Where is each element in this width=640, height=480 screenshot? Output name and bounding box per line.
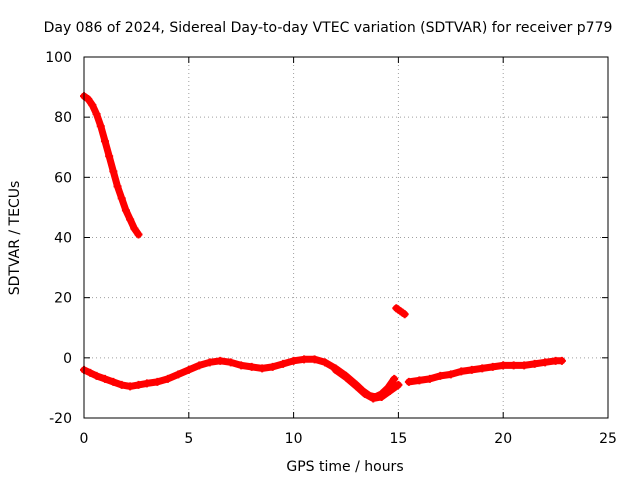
data-point	[390, 374, 399, 383]
y-tick-label: -20	[49, 411, 72, 427]
data-series	[80, 92, 566, 403]
y-tick-labels: -20 0 20 40 60 80 100	[45, 50, 72, 427]
data-point	[205, 358, 214, 367]
data-point	[509, 361, 518, 370]
grid-lines	[84, 57, 608, 418]
data-point	[113, 182, 122, 191]
x-tick-label: 15	[389, 431, 407, 447]
sdtvar-high-segment	[80, 92, 143, 239]
data-point	[92, 110, 101, 119]
x-tick-label: 5	[184, 431, 193, 447]
data-point	[216, 356, 225, 365]
y-tick-label: 20	[54, 291, 72, 307]
data-point	[134, 380, 143, 389]
data-point	[520, 361, 529, 370]
data-point	[247, 362, 256, 371]
data-point	[174, 370, 183, 379]
x-tick-label: 10	[285, 431, 303, 447]
data-point	[126, 215, 135, 224]
data-point	[404, 377, 413, 386]
data-point	[237, 361, 246, 370]
data-point	[331, 365, 340, 374]
plot-frame	[83, 56, 609, 419]
x-tick-labels: 0 5 10 15 20 25	[80, 431, 617, 447]
data-point	[400, 310, 409, 319]
sdtvar-late-trace-band	[405, 357, 566, 386]
data-point	[310, 355, 319, 364]
data-point	[369, 394, 378, 403]
data-point	[117, 380, 126, 389]
x-tick-label: 0	[80, 431, 89, 447]
data-point	[184, 365, 193, 374]
data-point	[258, 364, 267, 373]
y-tick-label: 40	[54, 231, 72, 247]
data-point	[446, 370, 455, 379]
data-point	[342, 373, 350, 382]
data-point	[109, 167, 118, 176]
data-point	[457, 367, 466, 376]
data-point	[153, 377, 162, 386]
x-tick-label: 25	[599, 431, 617, 447]
data-point	[126, 382, 135, 391]
data-point	[530, 359, 539, 368]
y-tick-label: 100	[45, 50, 72, 66]
data-point	[109, 377, 118, 386]
y-tick-label: 60	[54, 170, 72, 186]
y-tick-label: 0	[63, 351, 72, 367]
data-point	[163, 374, 172, 383]
data-point	[96, 122, 105, 131]
data-point	[394, 380, 403, 389]
data-point	[541, 358, 550, 367]
data-point	[142, 379, 151, 388]
x-axis-title: GPS time / hours	[286, 459, 403, 475]
data-point	[86, 368, 95, 377]
data-point	[195, 361, 204, 370]
data-point	[268, 362, 277, 371]
x-tick-label: 20	[494, 431, 512, 447]
data-point	[415, 376, 424, 385]
data-point	[499, 361, 508, 370]
data-point	[88, 101, 97, 110]
data-point	[436, 371, 445, 380]
data-point	[226, 358, 235, 367]
data-point	[377, 392, 386, 401]
data-point	[84, 95, 93, 104]
data-point	[100, 137, 109, 146]
data-point	[360, 389, 369, 398]
y-axis-title: SDTVAR / TECUs	[7, 181, 23, 296]
data-point	[289, 356, 298, 365]
sdtvar-late-trace	[404, 356, 566, 386]
sdtvar-short-segment	[392, 304, 409, 319]
chart-title: Day 086 of 2024, Sidereal Day-to-day VTE…	[44, 20, 613, 36]
data-point	[130, 224, 139, 233]
data-point	[117, 194, 126, 203]
data-point	[134, 230, 143, 239]
data-point	[100, 374, 109, 383]
data-point	[467, 365, 476, 374]
data-point	[488, 362, 497, 371]
data-point	[321, 358, 330, 367]
y-tick-label: 80	[54, 110, 72, 126]
data-point	[121, 206, 130, 215]
data-point	[279, 359, 288, 368]
data-point	[557, 356, 566, 365]
data-point	[352, 382, 361, 391]
data-point	[300, 355, 309, 364]
data-point	[386, 386, 395, 395]
data-point	[105, 152, 114, 161]
data-point	[425, 374, 434, 383]
data-point	[92, 371, 101, 380]
sdtvar-lower-band	[331, 365, 403, 403]
data-point	[478, 364, 487, 373]
